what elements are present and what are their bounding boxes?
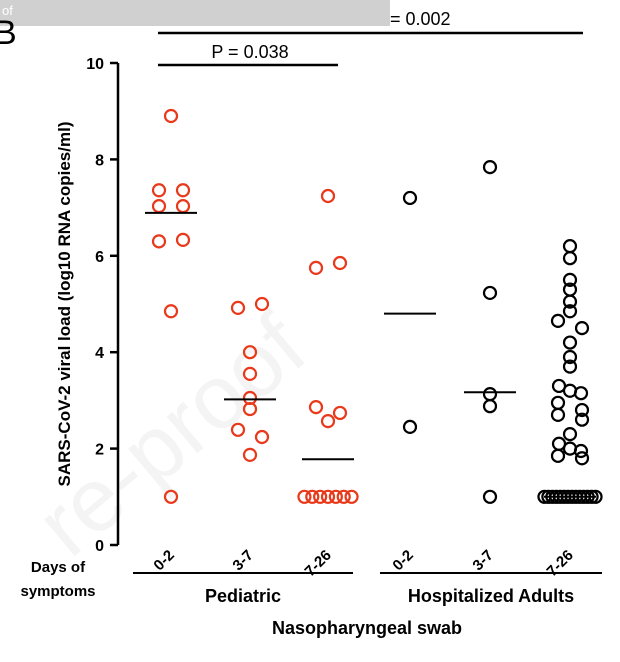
data-point bbox=[297, 489, 312, 504]
y-axis-label: SARS-CoV-2 viral load (log10 RNA copies/… bbox=[55, 122, 74, 487]
data-point bbox=[151, 183, 167, 198]
data-point bbox=[163, 108, 179, 124]
data-point bbox=[482, 399, 498, 414]
x-tick-label: 7-26 bbox=[544, 547, 577, 580]
data-point bbox=[562, 359, 578, 374]
data-point bbox=[242, 447, 258, 462]
y-tick-label: 8 bbox=[95, 152, 104, 169]
data-point bbox=[332, 255, 348, 271]
x-tick-label: 3-7 bbox=[229, 547, 256, 574]
watermark-box bbox=[0, 0, 390, 26]
data-point bbox=[254, 429, 270, 445]
data-point bbox=[344, 489, 359, 504]
panel-label: B bbox=[0, 14, 17, 52]
y-tick-label: 4 bbox=[95, 345, 104, 362]
data-point bbox=[320, 414, 336, 429]
y-tick-label: 0 bbox=[95, 538, 104, 555]
group-label: Pediatric bbox=[205, 586, 281, 606]
data-point bbox=[562, 427, 578, 442]
data-point bbox=[562, 304, 578, 319]
data-point bbox=[242, 401, 258, 417]
x-axis-label: symptoms bbox=[20, 583, 95, 600]
data-point bbox=[151, 199, 167, 214]
data-point bbox=[230, 300, 246, 315]
data-point bbox=[482, 285, 498, 301]
x-axis-label: Days of bbox=[31, 559, 86, 576]
data-point bbox=[550, 407, 566, 422]
annotation: = 0.002 bbox=[390, 9, 451, 29]
data-point bbox=[574, 321, 590, 336]
x-tick-label: 0-2 bbox=[389, 547, 416, 574]
data-point bbox=[482, 160, 498, 175]
y-tick-label: 6 bbox=[95, 249, 104, 266]
data-point bbox=[482, 489, 498, 504]
data-point bbox=[163, 304, 179, 319]
data-point bbox=[562, 251, 578, 266]
data-point bbox=[550, 395, 566, 410]
data-point bbox=[151, 234, 167, 249]
x-tick-label: 0-2 bbox=[150, 547, 177, 574]
y-tick-label: 10 bbox=[86, 56, 104, 73]
x-tick-label: 3-7 bbox=[469, 547, 496, 574]
data-point bbox=[305, 489, 320, 504]
data-point bbox=[574, 451, 590, 466]
data-point bbox=[332, 405, 348, 421]
data-point bbox=[320, 188, 336, 204]
y-tick-label: 2 bbox=[95, 442, 104, 459]
data-point bbox=[242, 366, 258, 381]
data-point bbox=[402, 190, 418, 206]
data-point bbox=[562, 349, 578, 365]
data-point bbox=[562, 335, 578, 350]
data-point bbox=[336, 489, 351, 504]
data-point bbox=[574, 402, 590, 418]
data-point bbox=[328, 489, 343, 504]
data-point bbox=[320, 489, 336, 504]
data-point bbox=[308, 260, 324, 275]
data-point bbox=[175, 183, 191, 198]
data-point bbox=[562, 239, 578, 254]
data-point bbox=[175, 232, 191, 247]
data-point bbox=[550, 448, 566, 463]
data-point bbox=[573, 443, 589, 459]
data-point bbox=[308, 400, 324, 415]
data-point bbox=[550, 313, 566, 328]
data-point bbox=[242, 345, 258, 360]
x-tick-label: 7-26 bbox=[302, 547, 335, 580]
data-point bbox=[573, 386, 589, 401]
data-point bbox=[230, 422, 246, 437]
data-point bbox=[402, 419, 418, 435]
data-point bbox=[482, 387, 498, 402]
x-axis-title: Nasopharyngeal swab bbox=[272, 618, 462, 638]
data-point bbox=[163, 489, 179, 504]
data-point bbox=[574, 412, 590, 427]
data-point bbox=[562, 294, 578, 309]
watermark-text: of bbox=[2, 3, 13, 18]
data-point bbox=[562, 272, 578, 287]
data-point bbox=[175, 199, 191, 214]
group-label: Hospitalized Adults bbox=[408, 586, 574, 606]
data-point bbox=[313, 489, 328, 504]
annotation: P = 0.038 bbox=[211, 42, 288, 62]
data-point bbox=[254, 296, 270, 312]
